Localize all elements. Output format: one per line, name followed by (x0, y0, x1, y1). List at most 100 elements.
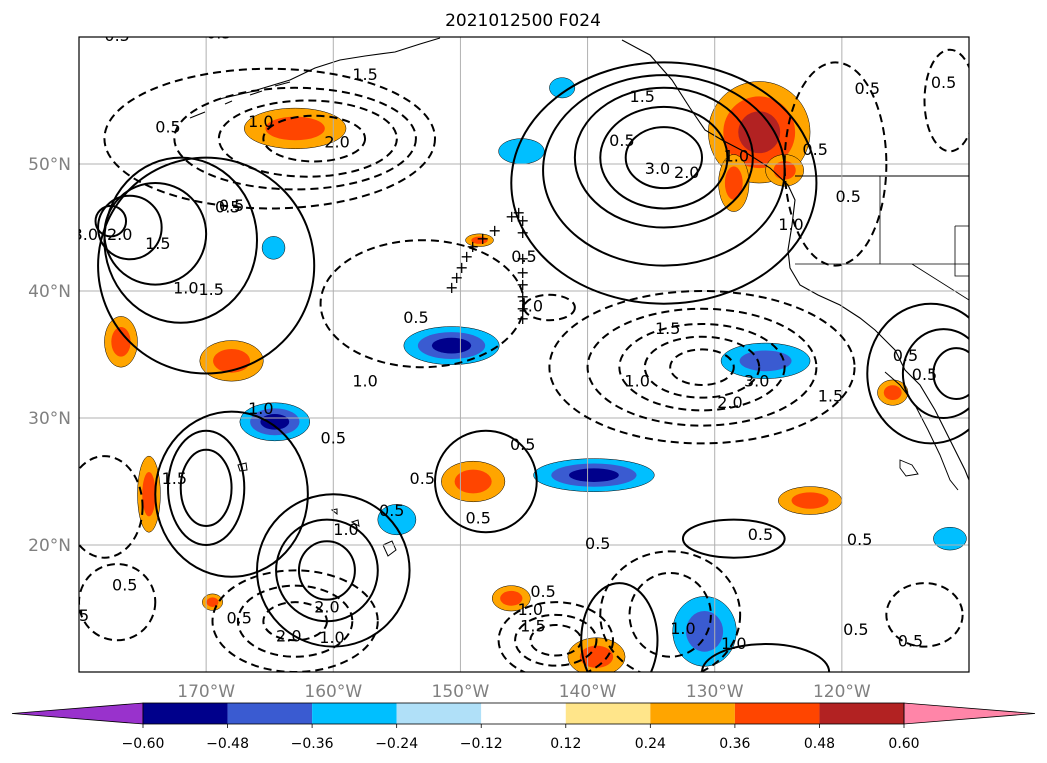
positive-contour (297, 540, 356, 601)
contour-label: 1.0 (721, 634, 746, 653)
shaded-region (498, 138, 545, 165)
contour-label: 1.0 (518, 296, 543, 315)
colorbar-extend-high (903, 702, 1036, 725)
plus-marker: + (450, 268, 463, 287)
colorbar-outline (142, 702, 905, 725)
aleutian-islands (189, 81, 291, 119)
contour-label: 1.5 (162, 469, 187, 488)
shaded-region (471, 236, 488, 244)
contour-label: 0.5 (609, 131, 634, 150)
negative-contour (628, 571, 712, 658)
plus-marker: + (516, 223, 529, 242)
negative-contour (586, 307, 818, 427)
colorbar-segment (481, 703, 566, 724)
shaded-region (739, 350, 792, 372)
y-tick-label: 30°N (28, 409, 71, 429)
contour-label: 3.0 (744, 371, 769, 390)
x-tick-label: 160°W (304, 682, 362, 702)
shaded-region (142, 471, 156, 517)
negative-contour (669, 348, 735, 386)
plus-marker: + (516, 263, 529, 282)
shaded-region (579, 645, 614, 668)
contour-label: 1.0 (518, 600, 543, 619)
plus-marker: + (460, 247, 473, 266)
shaded-region (377, 504, 417, 536)
plus-marker: + (516, 299, 529, 318)
shaded-region (569, 468, 619, 482)
chart-title: 2021012500 F024 (445, 11, 601, 31)
colorbar-tick-label: −0.60 (122, 736, 165, 752)
plus-marker: + (455, 258, 468, 277)
contour-label: 0.5 (219, 196, 244, 215)
shaded-region (686, 610, 724, 652)
plus-marker: + (505, 207, 518, 226)
colorbar-tick-label: 0.48 (804, 736, 835, 752)
alaska-coastline (214, 37, 441, 101)
negative-contour (217, 99, 398, 178)
plot-area: 1.51.02.01.53.0 2.01.00.50.50.53.0 2.0 1.51… (79, 23, 969, 672)
colorbar-segment (143, 703, 228, 724)
negative-contour (79, 563, 157, 642)
hawaii-islands (237, 462, 397, 557)
contour-label: 1.0 (670, 619, 695, 638)
negative-contour (79, 455, 144, 559)
axis-tick-labels: 170°W 160°W 150°W 140°W 130°W 120°W 20°N 30°N 40… (28, 155, 871, 702)
contour-label: 0.5 (466, 508, 491, 527)
negative-contour (643, 335, 761, 399)
contour-lines-layer: 1.51.02.01.53.0 2.01.00.50.50.53.0 2.0 1.51… (79, 23, 969, 672)
contour-label: 1.0 (778, 215, 803, 234)
shaded-region (431, 337, 472, 354)
north-america-coastline (621, 39, 969, 481)
shaded-region (883, 385, 902, 401)
contour-label: 1.5 (352, 65, 377, 84)
plus-marker: + (466, 237, 479, 256)
colorbar-segment (396, 703, 482, 724)
shaded-region (933, 526, 967, 551)
colorbar-segment (819, 703, 904, 724)
negative-contour (523, 293, 576, 322)
contour-label: 0.5 (206, 23, 231, 42)
y-tick-label: 50°N (28, 155, 71, 175)
contour-label: 1.0 (624, 371, 649, 390)
contour-label: 0.5 (112, 576, 137, 595)
contour-label: 1.5 (818, 386, 843, 405)
positive-contour (510, 61, 818, 305)
negative-contour (211, 569, 379, 672)
contour-label: 1.0 (248, 112, 273, 131)
contour-label: 2.0 (276, 627, 301, 646)
contour-label: 1.5 (630, 87, 655, 106)
coastline-layer (189, 37, 969, 557)
x-tick-label: 140°W (559, 682, 617, 702)
positive-contour (97, 156, 316, 375)
contour-label: 1.5 (520, 616, 545, 635)
contour-label: 1.5 (199, 280, 224, 299)
negative-contour (599, 550, 742, 672)
contour-label: 1.5 (145, 234, 170, 253)
contour-label: 1.5 (655, 319, 680, 338)
colorbar-segment (312, 703, 397, 724)
contour-label: 1.0 (248, 399, 273, 418)
contour-label: 0.5 (802, 140, 827, 159)
contour-label: 1.0 (333, 520, 358, 539)
contour-label: 2.0 (717, 393, 742, 412)
shaded-region (111, 326, 131, 357)
y-tick-label: 40°N (28, 282, 71, 302)
contour-label: 0.5 (226, 609, 251, 628)
plus-marker: + (516, 309, 529, 328)
colorbar-segment (565, 703, 651, 724)
colorbar-tick-label: −0.36 (291, 736, 334, 752)
negative-contour (514, 613, 598, 667)
contour-label: 3.0 (645, 159, 670, 178)
colorbar-tick-label: −0.12 (460, 736, 503, 752)
colorbar-tick-label: 0.24 (635, 736, 666, 752)
positive-contour (599, 105, 729, 210)
negative-contour (103, 67, 437, 210)
colorbar-segment (650, 703, 735, 724)
colorbar-tick-label: −0.24 (375, 736, 418, 752)
contour-label: 0.5 (215, 197, 240, 216)
positive-contour (573, 86, 754, 229)
shaded-region (206, 597, 219, 607)
contour-label: 0.5 (511, 247, 536, 266)
